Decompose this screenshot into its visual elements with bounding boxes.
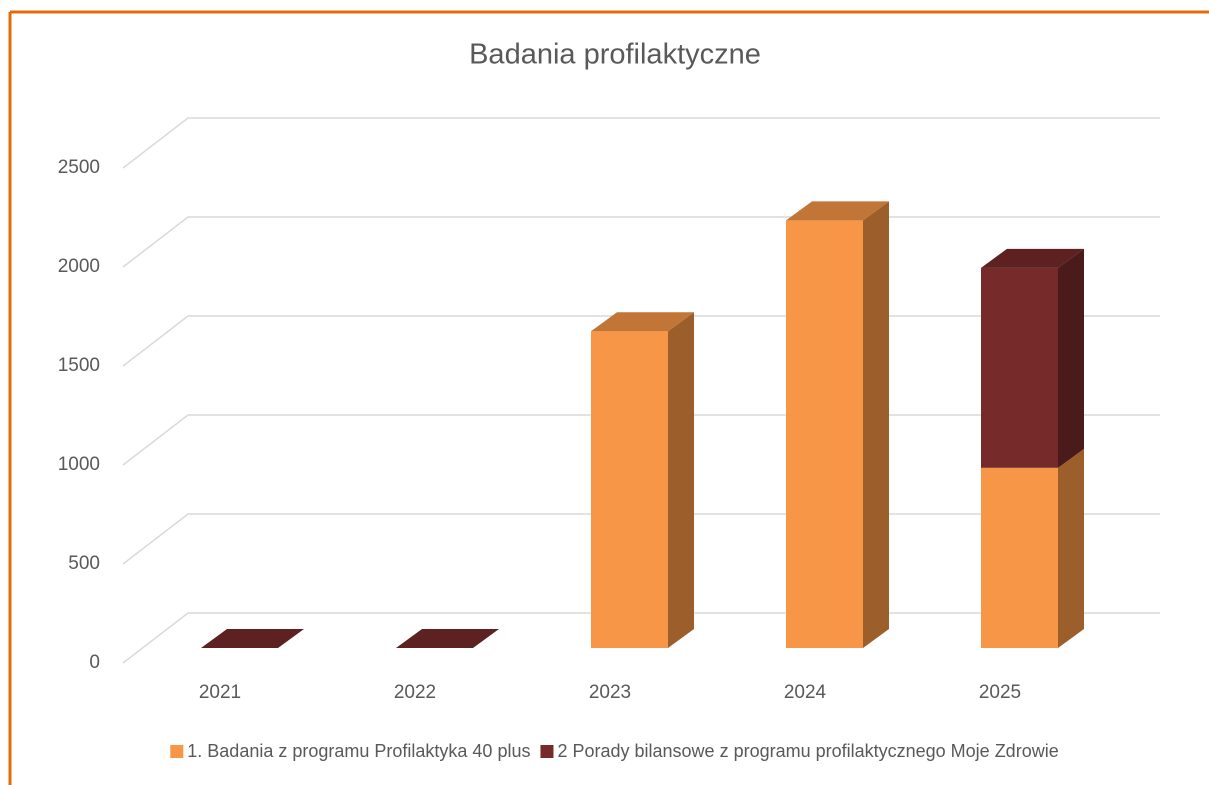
bar-top <box>981 248 1084 268</box>
bar-front <box>786 220 863 648</box>
legend-swatch <box>540 745 554 758</box>
x-tick-label: 2022 <box>394 682 436 703</box>
bar-front <box>591 331 668 648</box>
x-tick-label: 2025 <box>979 682 1021 703</box>
y-tick-label: 2000 <box>58 256 100 277</box>
bar-top <box>591 312 694 332</box>
bar-side <box>863 201 889 648</box>
bar-side <box>1058 248 1084 468</box>
y-tick-label: 1500 <box>58 355 100 376</box>
bar-segment <box>786 201 889 648</box>
bar-segment <box>981 448 1084 648</box>
bar-side <box>1058 448 1084 648</box>
bar-top <box>396 629 499 648</box>
y-tick-label: 2500 <box>58 157 100 178</box>
bar-top <box>201 629 304 648</box>
legend-swatch <box>170 745 184 758</box>
y-tick-label: 1000 <box>58 454 100 475</box>
bar-segment <box>591 312 694 648</box>
legend-label: 2 Porady bilansowe z programu profilakty… <box>557 741 1058 761</box>
bar-front <box>981 267 1058 468</box>
legend: 1. Badania z programu Profilaktyka 40 pl… <box>170 741 1059 761</box>
bar-segment <box>981 248 1084 468</box>
bar-top <box>786 201 889 221</box>
y-tick-label: 0 <box>89 652 100 673</box>
x-tick-label: 2023 <box>589 682 631 703</box>
y-tick-label: 500 <box>68 553 100 574</box>
legend-label: 1. Badania z programu Profilaktyka 40 pl… <box>187 741 530 761</box>
x-tick-label: 2024 <box>784 682 827 703</box>
bar-side <box>668 312 694 648</box>
bar-front <box>981 467 1058 648</box>
x-tick-label: 2021 <box>199 682 241 703</box>
grid-line <box>122 117 1160 169</box>
chart-title: Badania profilaktyczne <box>469 39 761 71</box>
